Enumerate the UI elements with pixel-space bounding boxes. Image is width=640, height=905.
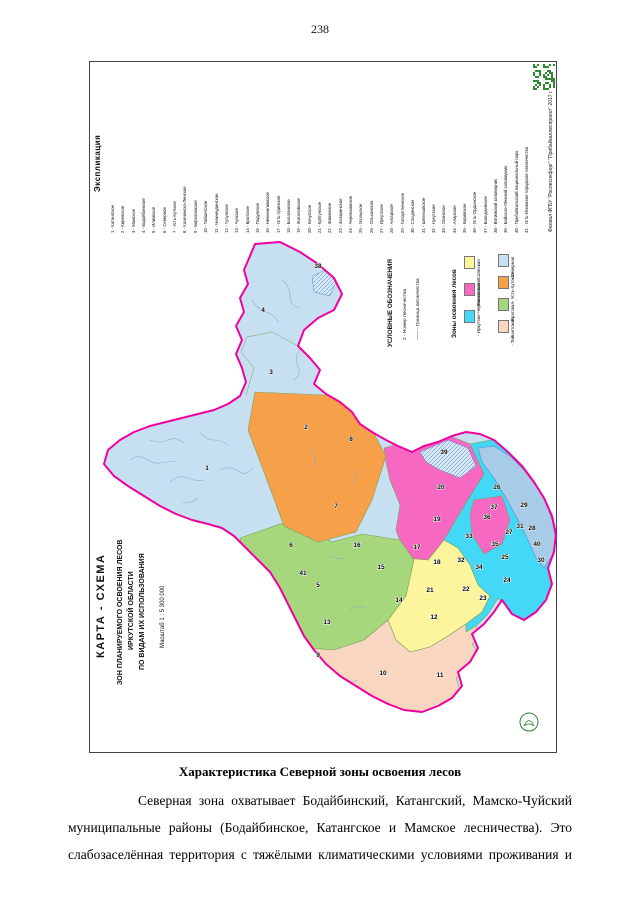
- explication-item: 3 - Мамское: [130, 208, 136, 233]
- explication-item: 32 - Нукутское: [430, 204, 436, 233]
- explication-item: 40 - Прибайкальский национальный парк: [513, 150, 519, 233]
- explication-item: 34 - Аларское: [451, 205, 457, 233]
- legend-label-tayshetskaya: - Тайшетская: [510, 318, 515, 346]
- explication-item: 7 - Усть-Кутское: [172, 201, 178, 233]
- explication-item: 2 - Киренское: [120, 205, 126, 233]
- explication-item: 5 - Илимское: [151, 206, 157, 233]
- explication-item: 16 - Нижнеилимское: [265, 192, 271, 233]
- explication-item: 17 - Усть-Удинское: [275, 195, 281, 233]
- explication-item: 23 - Заларинское: [337, 198, 343, 234]
- zones-legend-heading: Зоны освоения лесов: [451, 269, 458, 338]
- explication-item: 33 - Осинское: [441, 205, 447, 233]
- map-subtitle-line-1: ЗОН ПЛАНИРУЕМОГО ОСВОЕНИЯ ЛЕСОВ: [117, 539, 124, 685]
- explication-item: 8 - Казачинско-Ленское: [182, 186, 188, 233]
- explication-item: 37 - Баяндаевское: [482, 196, 488, 233]
- legend-swatch-severnaya: [498, 254, 509, 267]
- map-frame: [89, 61, 557, 753]
- explication-item: 35 - Кировское: [461, 203, 467, 233]
- legend-swatch-zhigalovskaya: [464, 283, 475, 296]
- explication-item: 20 - Качугское: [306, 204, 312, 233]
- legend-symbol-number: 2 - Номер лесничества: [403, 288, 408, 340]
- explication-item: 39 - Байкало-Ленский заповедник: [503, 165, 509, 233]
- legend-swatch-sayanskaya: [464, 256, 475, 269]
- legend-symbols-heading: УСЛОВНЫЕ ОБОЗНАЧЕНИЯ: [387, 259, 394, 347]
- explication-item: 12 - Тулунское: [223, 204, 229, 233]
- map-subtitle-line-2: ИРКУТСКОЙ ОБЛАСТИ: [128, 571, 135, 650]
- body-paragraph: Северная зона охватывает Бодайбинский, К…: [68, 793, 572, 862]
- explication-item: 27 - Иркутское: [379, 204, 385, 233]
- explication-item: 31 - Шелеховское: [420, 197, 426, 233]
- explication-item: 9 - Бирюсинское: [192, 200, 198, 233]
- explication-item: 24 - Черемховское: [348, 195, 354, 233]
- explication-item: 22 - Зиминское: [327, 202, 333, 233]
- explication-item: 6 - Северное: [161, 207, 167, 233]
- explication-item: 28 - Ангарское: [389, 204, 395, 233]
- explication-item: 21 - Куйтунское: [317, 201, 322, 233]
- legend-symbol-boundary: —— - Граница лесничества: [416, 278, 421, 340]
- page-number: 238: [311, 22, 329, 36]
- explication-item: 13 - Чунское: [234, 208, 240, 233]
- explication-item: 41 - Усть-Илимское городское лесничество: [524, 146, 529, 233]
- explication-item: 10 - Тайшетское: [203, 200, 209, 233]
- explication-item: 14 - Братское: [244, 206, 250, 233]
- map-scale: Масштаб 1 : 5 300 000: [160, 585, 166, 648]
- explication-item: 19 - Жигаловское: [296, 198, 302, 233]
- legend-swatch-irkutsko_cheremhovskaya: [464, 310, 475, 323]
- explication-item: 4 - Бодайбинское: [141, 198, 147, 233]
- explication-heading: Экспликация: [93, 134, 102, 192]
- explication-item: 18 - Балаганское: [285, 199, 291, 233]
- explication-item: 30 - Слюдянское: [410, 199, 416, 233]
- legend-label-ustkutskaya: - Усть-Кутская: [510, 272, 515, 302]
- explication-item: 26 - Ольхонское: [368, 200, 374, 233]
- map-title: КАРТА - СХЕМА: [95, 553, 107, 658]
- publisher-credit: Филиал ФГБУ "Рослесинфорг" "Прибайкаллес…: [548, 90, 554, 232]
- section-heading: Характеристика Северной зоны освоения ле…: [178, 764, 462, 779]
- explication-item: 15 - Падунское: [254, 203, 260, 233]
- explication-item: 38 - Витимский заповедник: [492, 179, 498, 233]
- explication-item: 36 - Усть-Ордынское: [472, 191, 478, 233]
- explication-item: 11 - Нижнеудинское: [213, 193, 219, 233]
- legend-swatch-bratskaya: [498, 298, 509, 311]
- explication-item: 25 - Усольское: [358, 203, 364, 233]
- legend-swatch-ustkutskaya: [498, 276, 509, 289]
- legend-swatch-tayshetskaya: [498, 320, 509, 333]
- map-subtitle-line-3: ПО ВИДАМ ИХ ИСПОЛЬЗОВАНИЯ: [139, 553, 146, 670]
- legend-label-irkutsko_cheremhovskaya: - Иркутско-Черемховская: [476, 283, 481, 336]
- explication-item: 1 - Катангское: [110, 204, 115, 233]
- explication-item: 29 - Голоустненское: [399, 192, 405, 233]
